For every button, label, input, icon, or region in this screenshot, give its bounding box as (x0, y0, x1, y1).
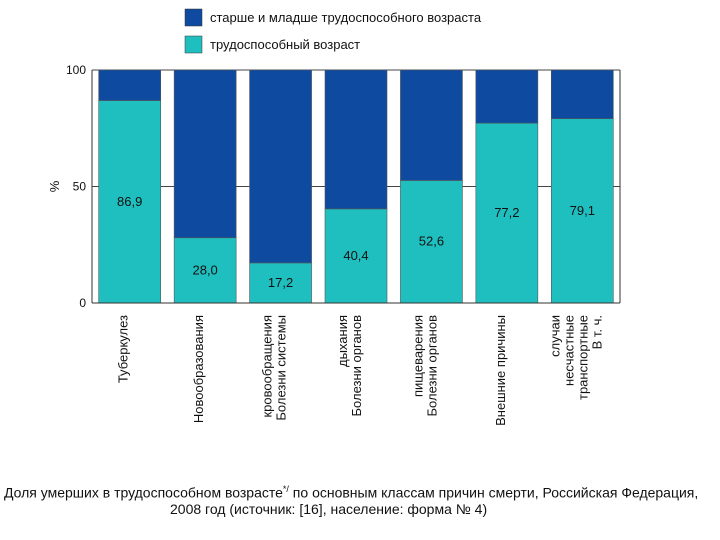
bar-working-age-5 (475, 122, 539, 304)
y-tick-label-50: 50 (73, 180, 87, 194)
x-tick-label-line: дыхания (335, 315, 350, 367)
legend-swatch-working-age (184, 35, 203, 54)
x-tick-label-0: Туберкулез (116, 315, 131, 383)
data-label-2: 17,2 (268, 275, 293, 290)
bar-working-age-4 (400, 180, 463, 304)
bar-older-younger-6 (550, 69, 614, 119)
legend-swatch-older-younger (184, 8, 203, 27)
x-tick-label-line: В т. ч. (589, 315, 604, 349)
x-tick-label-line: транспортные (575, 315, 590, 400)
bar-working-age-2 (249, 262, 312, 304)
legend-label-older-younger: старше и младше трудоспособного возраста (210, 10, 482, 25)
bar-older-younger-4 (400, 69, 463, 181)
data-label-5: 77,2 (494, 205, 519, 220)
x-tick-label-5: Внешние причины (493, 315, 508, 426)
data-label-3: 40,4 (343, 248, 368, 263)
bar-older-younger-0 (98, 69, 162, 101)
legend-label-working-age: трудоспособный возраст (210, 37, 360, 52)
caption-line2: 2008 год (источник: [16], население: фор… (170, 501, 488, 517)
x-tick-label-line: несчастные (561, 315, 576, 386)
y-axis-label: % (47, 180, 62, 192)
x-tick-label-line: Болезни органов (424, 315, 439, 417)
data-label-4: 52,6 (419, 234, 444, 249)
caption-line1-rest: по основным классам причин смерти, Росси… (288, 484, 699, 501)
x-tick-label-line: Внешние причины (493, 315, 508, 426)
legend: старше и младше трудоспособного возраста… (184, 8, 482, 54)
x-tick-label-line: Болезни органов (349, 315, 364, 417)
bar-working-age-0 (98, 100, 162, 304)
x-tick-label-1: Новообразования (191, 315, 206, 423)
x-tick-label-line: Болезни системы (274, 315, 289, 421)
x-tick-label-line: Новообразования (191, 315, 206, 423)
data-label-1: 28,0 (192, 262, 217, 277)
bar-older-younger-3 (324, 69, 388, 210)
x-tick-label-line: Туберкулез (116, 315, 131, 383)
y-tick-label-100: 100 (66, 63, 86, 77)
bar-working-age-6 (550, 118, 614, 304)
chart: старше и младше трудоспособного возраста… (47, 8, 621, 426)
bar-older-younger-5 (475, 69, 539, 124)
bar-older-younger-1 (173, 69, 237, 239)
x-tick-label-line: пищеварения (410, 315, 425, 397)
bar-working-age-3 (324, 208, 388, 304)
caption-line1: Доля умерших в трудоспособном возрасте (4, 484, 283, 501)
caption-footnote-mark: */ (282, 484, 289, 494)
y-tick-label-0: 0 (79, 296, 86, 310)
x-tick-label-line: кровообращения (260, 315, 275, 418)
data-label-0: 86,9 (117, 194, 142, 209)
bar-older-younger-2 (249, 69, 312, 264)
data-label-6: 79,1 (570, 203, 595, 218)
x-tick-label-line: случаи (547, 315, 562, 357)
